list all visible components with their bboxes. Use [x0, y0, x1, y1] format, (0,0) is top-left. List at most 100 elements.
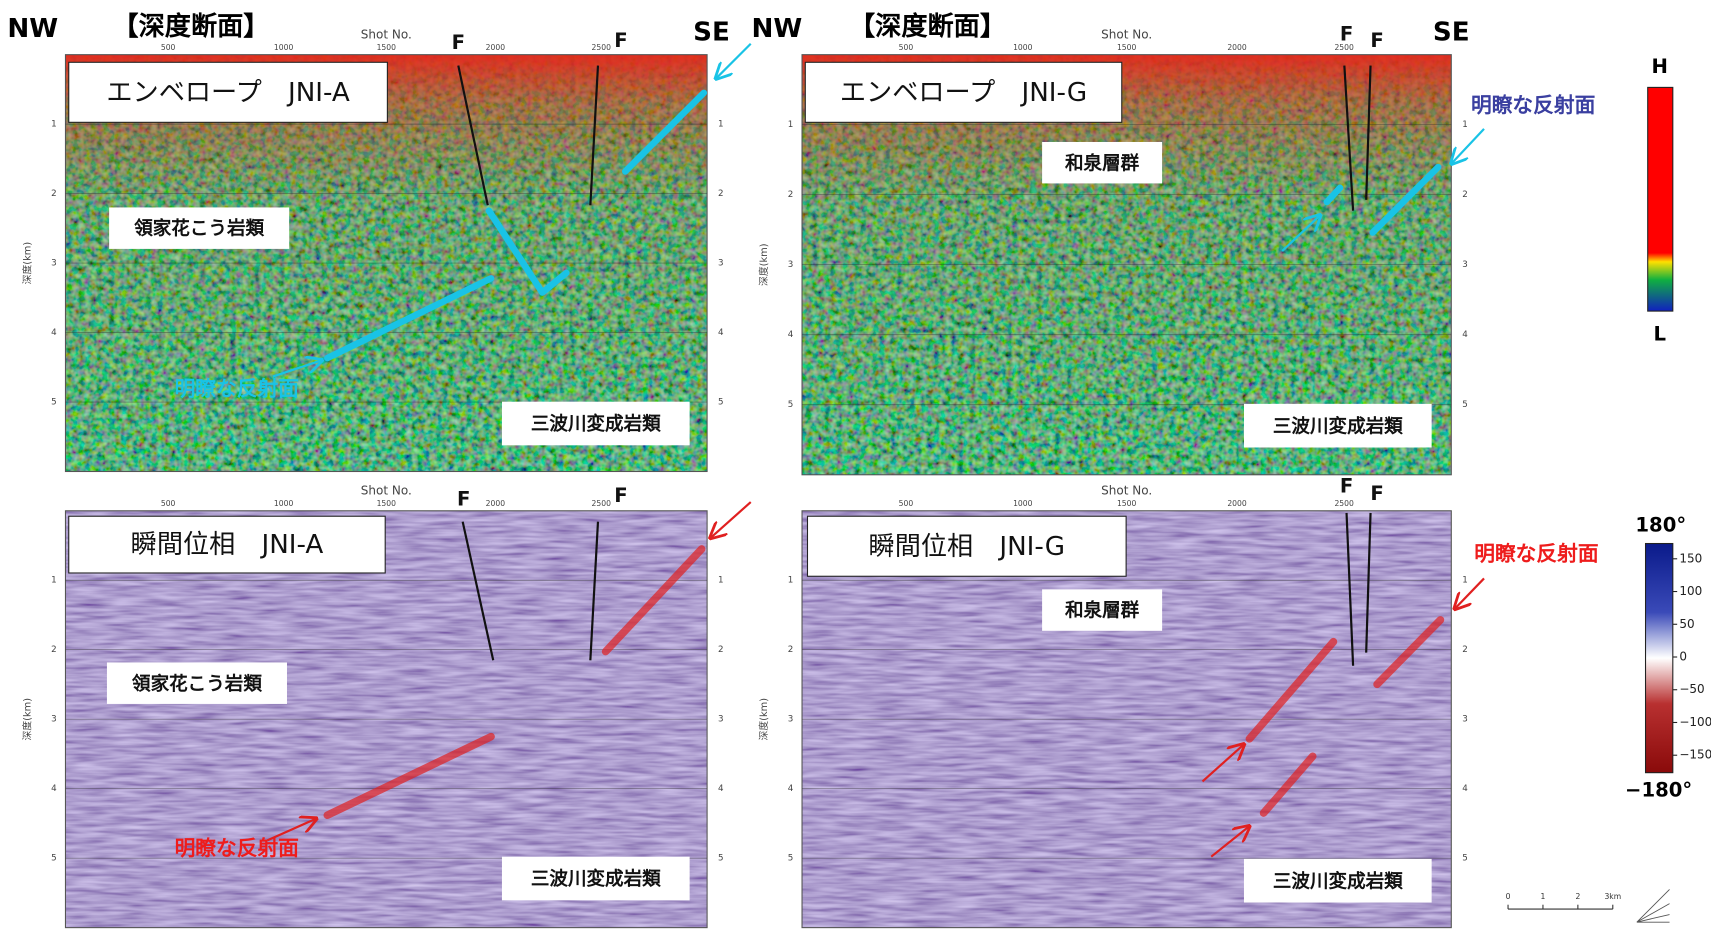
x-tick-label: 2500	[1334, 499, 1354, 508]
x-tick-label: 500	[161, 499, 176, 508]
x-tick-label: 1000	[274, 43, 294, 52]
x-tick-label: 2500	[592, 499, 612, 508]
direction-label: SE	[693, 17, 730, 47]
colorbar-bottom-label: −180°	[1625, 779, 1692, 802]
y-tick-label: 4	[51, 328, 57, 338]
y-tick-label: 4	[788, 784, 794, 794]
x-tick-label: 1500	[1117, 499, 1137, 508]
y-tick-label: 3	[1462, 260, 1468, 270]
colorbar-tick-label: −150	[1679, 748, 1711, 762]
colorbar-tick-label: 0	[1679, 650, 1687, 664]
y-tick-label: 3	[718, 715, 724, 725]
x-tick-label: 2500	[592, 43, 612, 52]
fault-label: F	[1340, 23, 1353, 46]
arrow	[1455, 578, 1484, 609]
x-axis-title: Shot No.	[1101, 28, 1152, 42]
y-tick-label: 5	[51, 398, 57, 408]
fault-label: F	[614, 484, 627, 507]
y-tick-label: 4	[718, 328, 724, 338]
y-tick-label: 1	[788, 120, 794, 130]
direction-label: NW	[752, 14, 803, 44]
fault-label: F	[452, 31, 465, 54]
y-axis-title: 深度(km)	[757, 698, 770, 741]
figure: NW【深度断面】SENW【深度断面】SE1122334455深度(km)5001…	[0, 0, 1711, 931]
y-tick-label: 1	[1462, 120, 1468, 130]
x-tick-label: 1000	[1013, 43, 1033, 52]
reflector-label: 明瞭な反射面	[1474, 541, 1598, 565]
x-axis-title: Shot No.	[1101, 484, 1152, 498]
x-tick-label: 1500	[377, 499, 397, 508]
x-tick-label: 1500	[377, 43, 397, 52]
y-tick-label: 4	[51, 784, 57, 794]
unit-label: 領家花こう岩類	[134, 218, 264, 240]
y-tick-label: 1	[788, 576, 794, 586]
fault-label: F	[614, 29, 627, 52]
x-tick-label: 500	[899, 499, 914, 508]
reflector-label: 明瞭な反射面	[1471, 93, 1595, 117]
scale-label: 1	[1541, 892, 1546, 901]
unit-label: 三波川変成岩類	[531, 413, 661, 435]
y-axis-title: 深度(km)	[757, 243, 770, 286]
y-tick-label: 2	[788, 645, 794, 655]
y-tick-label: 3	[51, 715, 57, 725]
colorbar-tick-label: −50	[1679, 682, 1704, 696]
y-axis-title: 深度(km)	[20, 698, 33, 741]
y-axis-title: 深度(km)	[20, 242, 33, 285]
fault-label: F	[1340, 474, 1353, 497]
y-tick-label: 4	[788, 330, 794, 340]
x-tick-label: 2000	[1227, 499, 1247, 508]
reflector-label: 明瞭な反射面	[175, 377, 299, 401]
y-tick-label: 3	[718, 259, 724, 269]
y-tick-label: 5	[1462, 854, 1468, 864]
unit-label: 三波川変成岩類	[1273, 415, 1403, 437]
reflector-label: 明瞭な反射面	[175, 836, 299, 860]
panel-label: エンベロープ JNI-G	[840, 78, 1087, 108]
x-axis-title: Shot No.	[361, 28, 412, 42]
y-tick-label: 2	[718, 645, 724, 655]
x-tick-label: 1000	[1013, 499, 1033, 508]
colorbar-tick-label: −100	[1679, 715, 1711, 729]
colorbar-tick-label: 150	[1679, 551, 1702, 565]
fault-label: F	[1370, 29, 1383, 52]
y-tick-label: 3	[788, 260, 794, 270]
x-tick-label: 2000	[1227, 43, 1247, 52]
y-tick-label: 1	[718, 120, 724, 130]
arrow	[710, 502, 750, 538]
y-tick-label: 5	[788, 854, 794, 864]
direction-label: SE	[1433, 17, 1470, 47]
arrow	[1451, 129, 1484, 164]
y-tick-label: 2	[1462, 190, 1468, 200]
fault-label: F	[1370, 482, 1383, 505]
colorbar-bottom-label: L	[1653, 323, 1666, 346]
panel-label: 瞬間位相 JNI-G	[869, 532, 1066, 562]
panel-label: エンベロープ JNI-A	[106, 78, 350, 108]
colorbar	[1646, 544, 1673, 773]
y-tick-label: 4	[718, 784, 724, 794]
x-axis-title: Shot No.	[361, 484, 412, 498]
y-tick-label: 2	[51, 189, 57, 199]
y-tick-label: 1	[51, 120, 57, 130]
direction-label: NW	[7, 14, 58, 44]
colorbar-top-label: 180°	[1635, 514, 1686, 537]
page: NW【深度断面】SENW【深度断面】SE1122334455深度(km)5001…	[0, 0, 1711, 931]
colorbar-tick-label: 50	[1679, 617, 1694, 631]
colorbar	[1648, 87, 1673, 311]
colorbar-tick-label: 100	[1679, 584, 1702, 598]
y-tick-label: 5	[51, 854, 57, 864]
y-tick-label: 2	[718, 189, 724, 199]
y-tick-label: 5	[718, 854, 724, 864]
unit-label: 三波川変成岩類	[531, 868, 661, 890]
x-tick-label: 2000	[486, 43, 506, 52]
y-tick-label: 5	[788, 400, 794, 410]
y-tick-label: 1	[51, 576, 57, 586]
y-tick-label: 5	[1462, 400, 1468, 410]
x-tick-label: 500	[899, 43, 914, 52]
scale-label: 2	[1575, 892, 1580, 901]
unit-label: 領家花こう岩類	[132, 673, 262, 695]
y-tick-label: 2	[788, 190, 794, 200]
panel-label: 瞬間位相 JNI-A	[131, 530, 324, 560]
unit-label: 三波川変成岩類	[1273, 870, 1403, 892]
scale-label: 3km	[1604, 892, 1621, 901]
section-title: 【深度断面】	[849, 11, 1006, 42]
y-tick-label: 5	[718, 398, 724, 408]
